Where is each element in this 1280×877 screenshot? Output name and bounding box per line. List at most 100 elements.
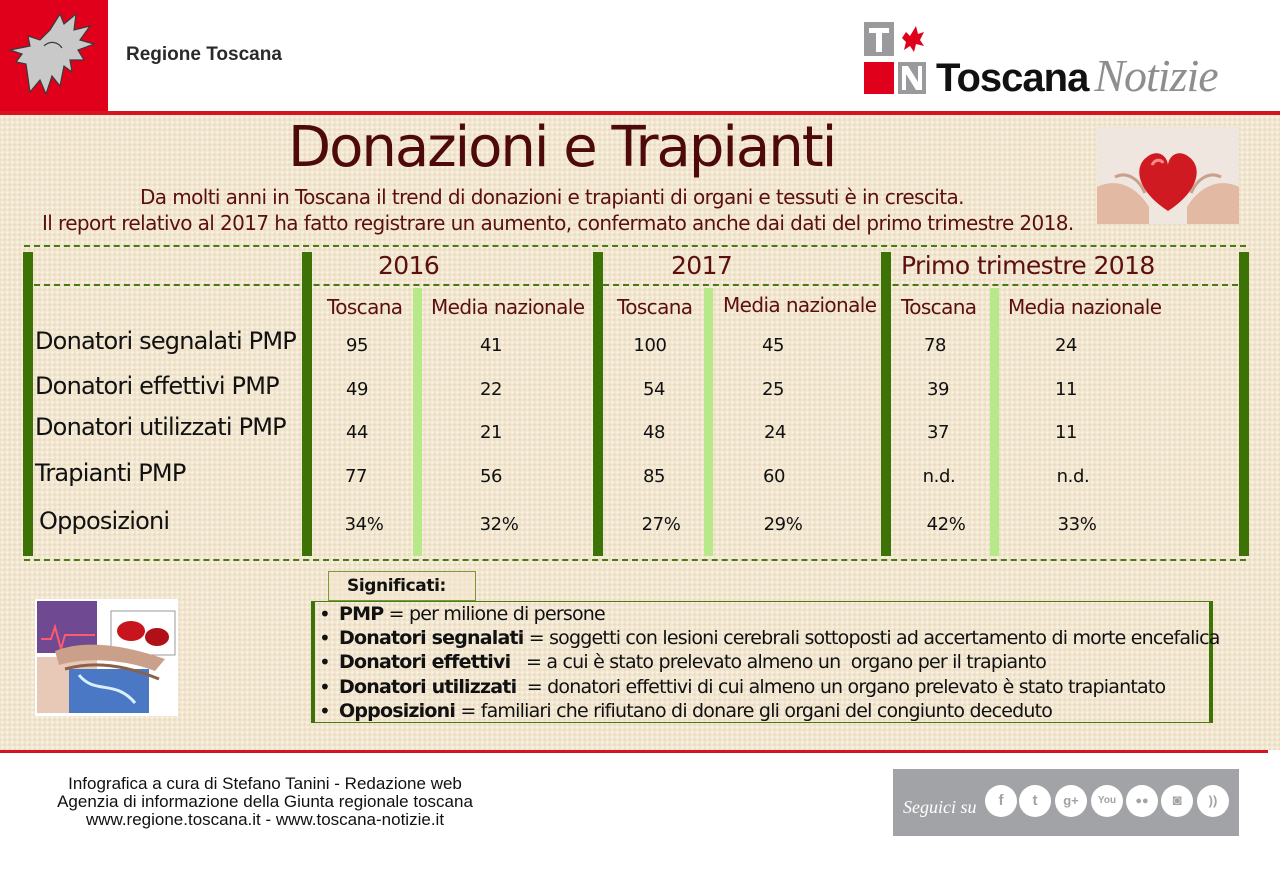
table-cell: 41 — [479, 335, 503, 356]
column-divider-2017 — [593, 252, 603, 556]
table-cell: 78 — [923, 335, 947, 356]
table-cell: n.d. — [1056, 466, 1090, 487]
toscana-notizie-brand: Toscana Notizie — [936, 50, 1219, 102]
col-media-2018: Media nazionale — [1008, 295, 1162, 319]
col-media-2017: Media nazionale — [723, 293, 877, 317]
table-cell: 34% — [344, 514, 384, 535]
heart-in-hands-image — [1097, 127, 1239, 224]
footer-divider — [0, 750, 1268, 753]
credit-line-1: Infografica a cura di Stefano Tanini - R… — [68, 774, 462, 793]
table-cell: 24 — [1054, 335, 1078, 356]
row-label: Trapianti PMP — [35, 459, 186, 487]
table-header-dashed-line — [34, 284, 1238, 286]
table-right-border — [1239, 252, 1249, 556]
credit-line-3[interactable]: www.regione.toscana.it - www.toscana-not… — [85, 810, 445, 829]
table-cell: 49 — [345, 379, 369, 400]
brand-name: Toscana — [936, 56, 1089, 100]
glossary-item: Donatori segnalati = soggetti con lesion… — [315, 626, 1220, 650]
table-cell: 56 — [479, 466, 503, 487]
table-cell: 39 — [926, 379, 950, 400]
glossary-item: PMP = per milione di persone — [315, 602, 1209, 626]
period-2018-q1: Primo trimestre 2018 — [901, 251, 1155, 280]
table-cell: 44 — [345, 422, 369, 443]
facebook-icon[interactable]: f — [985, 785, 1017, 817]
glossary-item: Donatori utilizzati = donatori effettivi… — [315, 675, 1209, 699]
table-cell: 37 — [926, 422, 950, 443]
social-label: Seguici su — [903, 797, 977, 817]
instagram-icon[interactable]: ◙ — [1161, 785, 1193, 817]
table-cell: 32% — [479, 514, 519, 535]
glossary-term: Donatori effettivi — [339, 651, 511, 674]
column-divider-2018 — [881, 252, 891, 556]
table-cell: 45 — [761, 335, 785, 356]
table-cell: 85 — [642, 466, 666, 487]
table-cell: 22 — [479, 379, 503, 400]
period-2017: 2017 — [671, 251, 733, 280]
row-label: Donatori utilizzati PMP — [35, 413, 287, 441]
regione-toscana-logo[interactable] — [0, 0, 108, 112]
table-cell: 33% — [1057, 514, 1097, 535]
table-cell: 60 — [762, 466, 786, 487]
page-title: Donazioni e Trapianti — [288, 115, 837, 180]
col-toscana-2018: Toscana — [901, 295, 977, 319]
twitter-icon[interactable]: t — [1019, 785, 1051, 817]
pegasus-icon — [7, 12, 96, 96]
row-label: Donatori effettivi PMP — [35, 372, 280, 400]
subcolumn-divider-2016 — [413, 288, 422, 556]
glossary-term: Opposizioni — [339, 699, 456, 722]
social-bar: Seguici su f t g+ You ●● ◙ )) — [893, 769, 1239, 836]
table-bottom-dashed-line — [24, 559, 1246, 561]
table-cell: 25 — [761, 379, 785, 400]
glossary-term: PMP — [339, 603, 384, 625]
infographic-panel: Donazioni e Trapianti Da molti anni in T… — [0, 115, 1280, 750]
table-cell: 54 — [642, 379, 666, 400]
table-cell: 100 — [633, 335, 667, 356]
table-left-border — [23, 252, 33, 556]
table-cell: 42% — [926, 514, 966, 535]
intro-line-2: Il report relativo al 2017 ha fatto regi… — [42, 211, 1074, 235]
glossary-definition: = a cui è stato prelevato almeno un orga… — [510, 651, 1047, 674]
col-media-2016: Media nazionale — [431, 295, 585, 319]
table-cell: n.d. — [922, 466, 956, 487]
subcolumn-divider-2018 — [990, 288, 999, 556]
table-top-dashed-line — [24, 245, 1246, 247]
glossary-term: Donatori segnalati — [339, 627, 524, 650]
glossary-definition: = familiari che rifiutano di donare gli … — [455, 699, 1053, 722]
table-cell: 11 — [1054, 422, 1078, 443]
glossary-term: Donatori utilizzati — [339, 675, 517, 698]
subcolumn-divider-2017 — [704, 288, 713, 556]
table-cell: 29% — [763, 514, 803, 535]
google-plus-icon[interactable]: g+ — [1055, 785, 1087, 817]
table-cell: 95 — [345, 335, 369, 356]
glossary-list: PMP = per milione di persone Donatori se… — [315, 602, 1220, 723]
table-cell: 11 — [1054, 379, 1078, 400]
region-name: Regione Toscana — [126, 44, 282, 65]
period-2016: 2016 — [378, 251, 440, 280]
brand-suffix: Notizie — [1094, 50, 1218, 101]
row-label: Opposizioni — [39, 507, 170, 535]
medical-collage-image — [35, 599, 178, 716]
table-cell: 21 — [479, 422, 503, 443]
toscana-notizie-logo-icon[interactable] — [862, 20, 928, 96]
glossary-definition: = soggetti con lesioni cerebrali sottopo… — [523, 627, 1221, 650]
table-cell: 27% — [641, 514, 681, 535]
credit-line-2: Agenzia di informazione della Giunta reg… — [57, 792, 473, 811]
youtube-icon[interactable]: You — [1091, 785, 1123, 817]
glossary-item: Opposizioni = familiari che rifiutano di… — [315, 699, 1209, 723]
glossary-definition: = donatori effettivi di cui almeno un or… — [516, 675, 1166, 698]
header: Regione Toscana Toscana Notizie — [0, 0, 1280, 115]
table-cell: 77 — [344, 466, 368, 487]
row-label: Donatori segnalati PMP — [35, 327, 297, 355]
col-toscana-2017: Toscana — [617, 295, 693, 319]
header-divider — [0, 111, 1280, 115]
glossary-label: Significati: — [328, 571, 476, 601]
column-divider-2016 — [302, 252, 312, 556]
table-cell: 24 — [763, 422, 787, 443]
glossary-item: Donatori effettivi = a cui è stato prele… — [315, 650, 1209, 674]
intro-line-1: Da molti anni in Toscana il trend di don… — [140, 185, 964, 209]
glossary-box: PMP = per milione di persone Donatori se… — [311, 601, 1220, 723]
flickr-icon[interactable]: ●● — [1126, 785, 1158, 817]
col-toscana-2016: Toscana — [327, 295, 403, 319]
glossary-definition: = per milione di persone — [383, 603, 606, 625]
rss-icon[interactable]: )) — [1197, 785, 1229, 817]
